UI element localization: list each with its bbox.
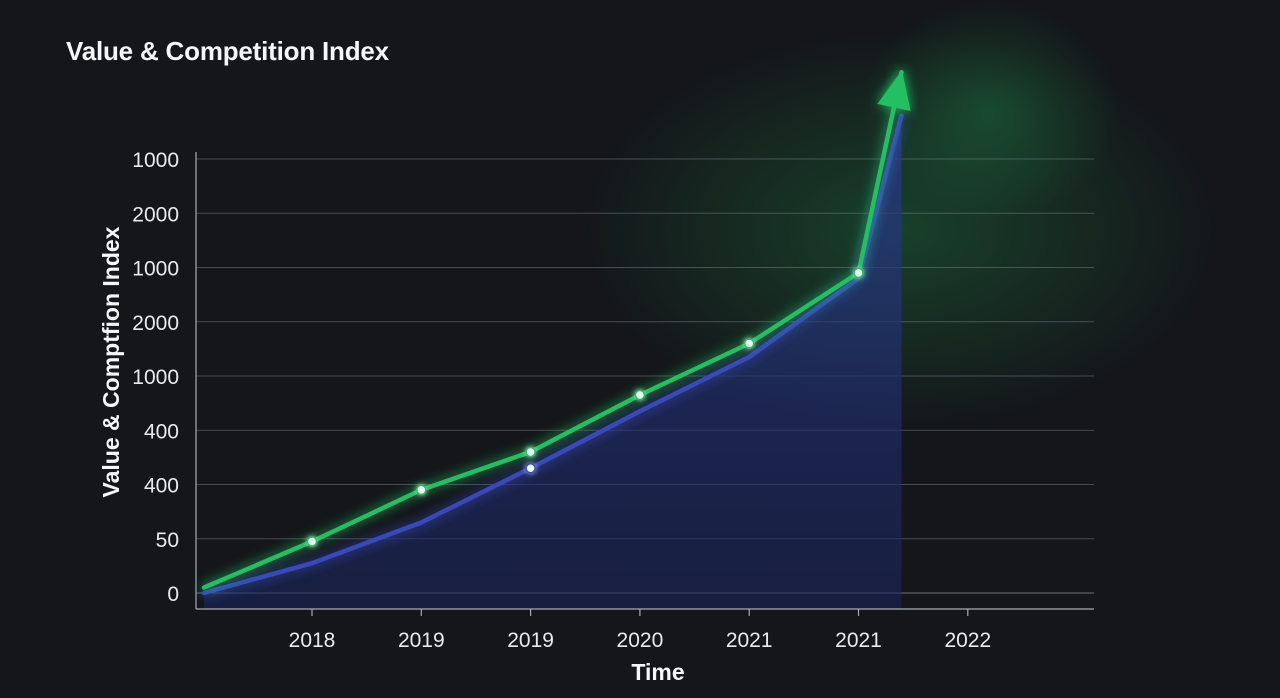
y-tick-label: 2000 (132, 312, 179, 335)
value-marker (416, 484, 427, 496)
glow-ellipse (860, 0, 1120, 220)
y-tick-label: 400 (144, 475, 179, 498)
value-marker (306, 536, 318, 547)
value-line (201, 69, 904, 590)
y-tick-label: 0 (167, 583, 179, 606)
area-fill (204, 115, 902, 609)
x-tick-label: 2020 (617, 629, 664, 652)
x-tick-label: 2018 (289, 629, 336, 652)
x-axis-title: Time (631, 659, 684, 685)
x-tick-label: 2022 (944, 629, 991, 652)
series-lines (201, 69, 911, 596)
value-marker (743, 338, 755, 349)
value-marker (853, 267, 864, 279)
chart-title: Value & Competition Index (66, 36, 389, 66)
value-marker (634, 389, 646, 401)
y-tick-label: 1000 (132, 149, 179, 172)
data-markers (306, 267, 864, 547)
y-axis-title: Value & Comptfion Index (98, 226, 124, 497)
value-arrowhead (877, 70, 911, 111)
y-tick-label: 1000 (132, 366, 179, 389)
competition-area (204, 115, 902, 609)
x-tick-label: 2019 (398, 629, 445, 652)
competition-line (201, 113, 904, 596)
x-tick-label: 2021 (835, 629, 882, 652)
value-marker (525, 446, 536, 458)
competition-marker (525, 462, 536, 474)
x-tick-label: 2021 (726, 629, 773, 652)
axes (195, 152, 1094, 616)
x-tick-labels: 2018 2019 2019 2020 2021 2021 2022 (289, 629, 992, 652)
y-tick-label: 2000 (132, 203, 179, 226)
y-tick-label: 1000 (132, 258, 179, 281)
y-tick-label: 400 (144, 420, 179, 443)
y-tick-labels: 0 50 400 400 1000 2000 1000 2000 1000 (132, 149, 179, 606)
x-tick-label: 2019 (507, 629, 554, 652)
y-tick-label: 50 (156, 529, 179, 552)
